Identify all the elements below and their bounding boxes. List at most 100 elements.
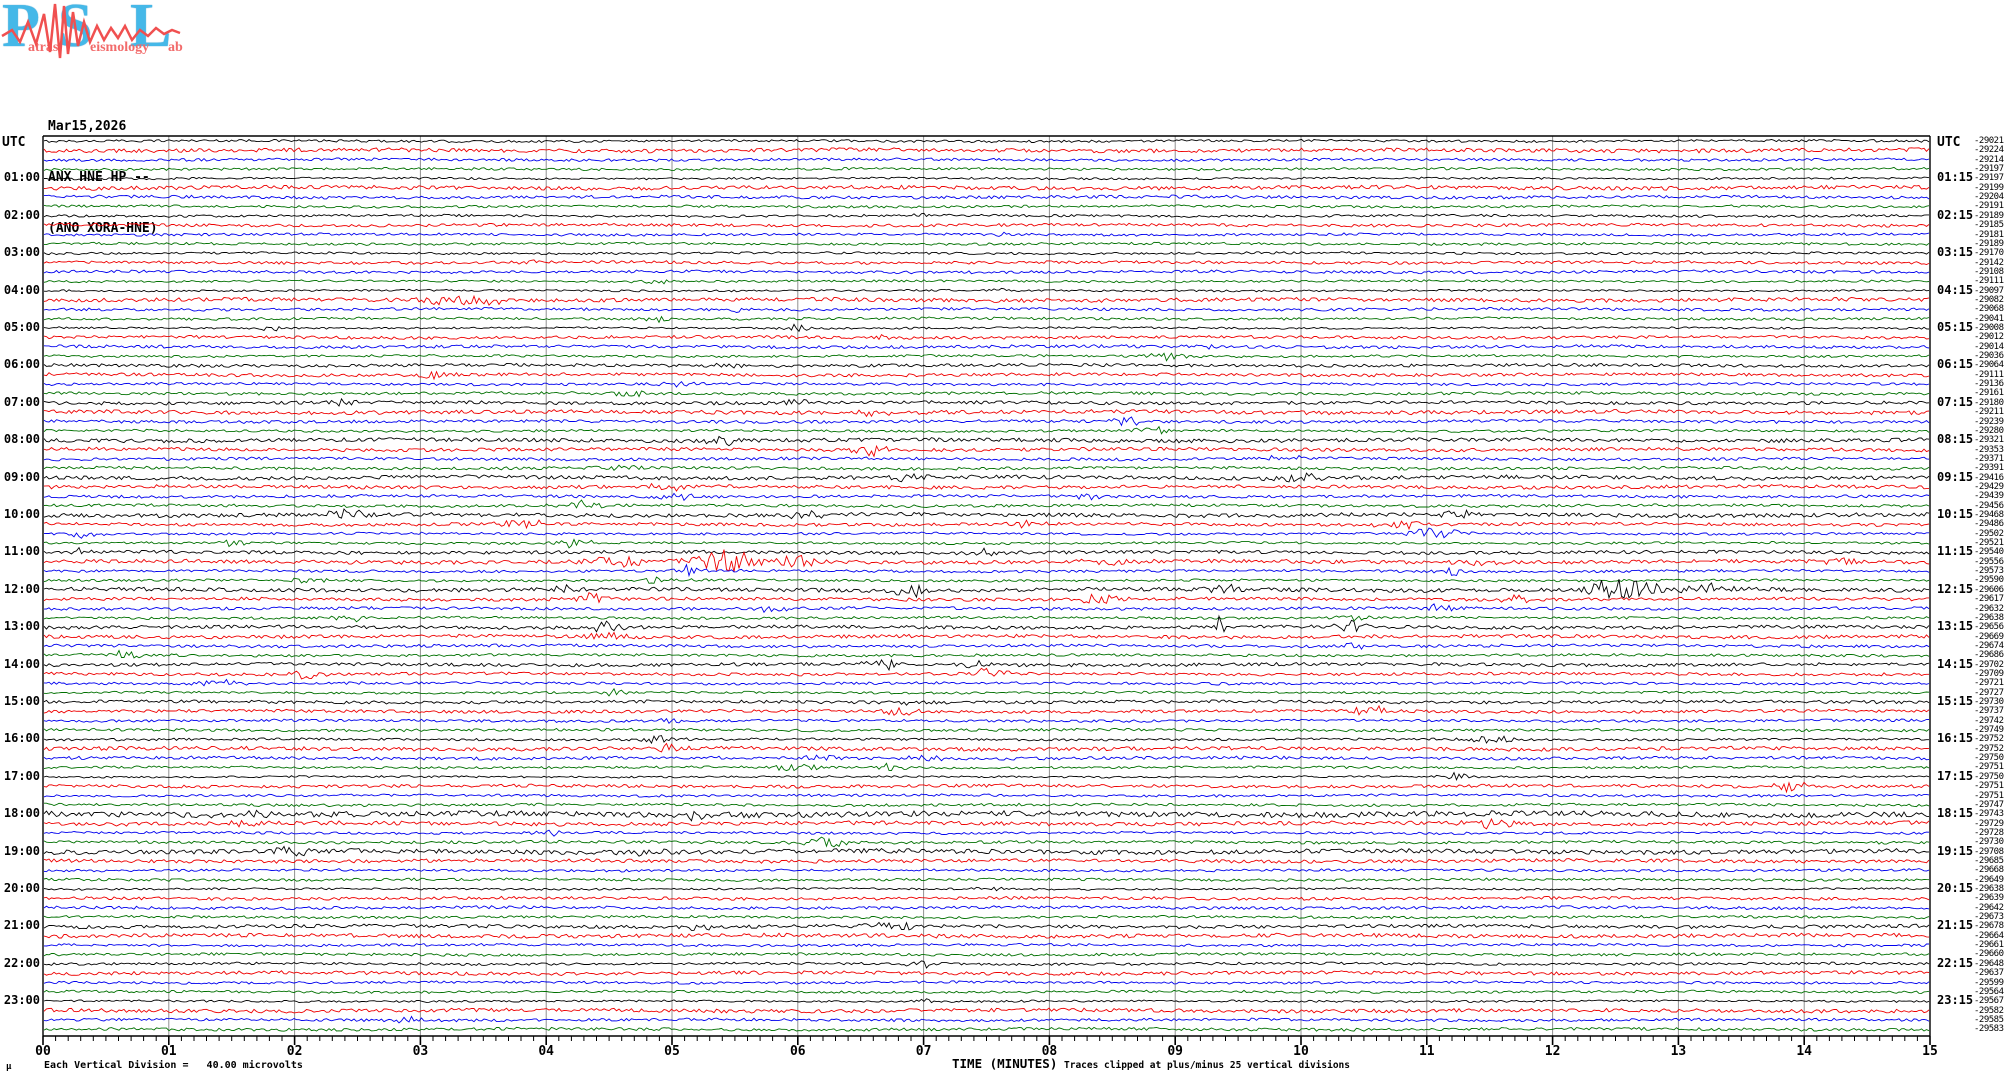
trace-mean-value: -29751 [1974,781,2004,792]
seismo-trace-row-51 [43,615,1930,623]
trace-mean-value: -29064 [1974,360,2004,371]
seismo-trace-row-39 [43,499,1930,509]
left-hour-label: 19:00 [3,843,40,858]
trace-mean-value: -29742 [1974,715,2004,726]
trace-mean-value: -29709 [1974,668,2004,679]
x-axis-tick-label: 02 [286,1044,303,1059]
trace-mean-value: -29617 [1974,594,2004,605]
trace-mean-value: -29674 [1974,640,2004,651]
logo-letter-p: P [2,0,40,60]
x-axis-title: TIME (MINUTES) [952,1056,1058,1071]
trace-mean-value: -29583 [1974,1024,2004,1035]
trace-mean-value: -29108 [1974,266,2004,277]
x-axis-tick-label: 00 [35,1044,51,1059]
x-axis-tick-label: 06 [789,1044,806,1059]
trace-mean-value: -29111 [1974,369,2004,380]
seismo-trace-row-79 [43,877,1930,882]
seismo-trace-row-87 [43,952,1930,957]
trace-mean-value: -29008 [1974,323,2004,333]
trace-mean-value: -29661 [1974,940,2004,951]
clip-note: Traces clipped at plus/minus 25 vertical… [1064,1060,1350,1071]
trace-mean-value: -29673 [1974,912,2004,923]
trace-mean-value: -29668 [1974,865,2004,876]
seismo-trace-row-26 [43,381,1930,388]
seismo-trace-row-41 [43,519,1930,531]
left-hour-label: 04:00 [3,282,40,297]
trace-mean-value: -29649 [1974,874,2004,885]
seismo-trace-row-20 [43,323,1930,333]
trace-mean-value: -29211 [1974,407,2004,418]
trace-mean-value: -29197 [1974,164,2004,175]
trace-mean-value: -29638 [1974,612,2004,623]
seismo-trace-row-71 [44,802,1930,808]
seismo-trace-row-9 [43,222,1930,228]
x-axis-tick-label: 04 [538,1044,555,1059]
left-hour-label: 18:00 [3,806,40,821]
trace-mean-value: -29751 [1974,790,2004,801]
seismo-trace-row-56 [43,658,1930,672]
right-hour-label: 10:15 [1937,507,1974,521]
seismo-trace-row-62 [43,717,1930,725]
trace-mean-value: -29582 [1974,1005,2004,1016]
seismo-trace-row-46 [43,563,1930,578]
seismo-trace-row-30 [43,416,1930,427]
seismo-trace-row-4 [44,176,1930,181]
trace-mean-value: -29012 [1974,332,2004,343]
seismo-trace-row-89 [43,970,1930,976]
trace-mean-value: -29142 [1974,257,2004,268]
seismo-trace-row-61 [43,704,1930,716]
seismo-trace-row-18 [43,306,1930,313]
seismo-trace-row-55 [43,649,1930,659]
x-axis-tick-label: 01 [160,1044,177,1059]
seismo-trace-row-50 [43,603,1930,614]
seismo-trace-row-59 [43,687,1930,697]
x-axis-tick-label: 07 [915,1044,932,1059]
trace-mean-value: -29639 [1974,893,2004,904]
trace-mean-value: -29170 [1974,248,2004,259]
right-hour-label: 04:15 [1937,282,1974,297]
trace-mean-value: -29161 [1974,388,2004,399]
seismo-trace-row-60 [43,699,1930,706]
trace-mean-value: -29727 [1974,687,2004,698]
trace-mean-value: -29456 [1974,500,2004,511]
right-hour-label: 01:15 [1937,170,1974,185]
seismo-trace-row-13 [43,259,1930,266]
trace-mean-value: -29573 [1974,566,2004,577]
trace-mean-value: -29439 [1974,491,2004,502]
seismo-trace-row-82 [43,905,1930,911]
trace-mean-value: -29747 [1974,799,2004,810]
seismo-trace-row-33 [43,444,1930,458]
trace-mean-value: -29599 [1974,977,2004,988]
seismo-trace-row-16 [43,287,1930,293]
trace-mean-value: -29197 [1974,173,2004,184]
trace-mean-value: -29371 [1974,453,2004,464]
trace-mean-value: -29702 [1974,659,2004,670]
trace-mean-value: -29752 [1974,743,2004,754]
left-hour-label: 11:00 [3,544,40,559]
seismo-trace-row-92 [43,998,1930,1004]
seismo-trace-row-54 [43,642,1930,651]
trace-mean-value: -29750 [1974,771,2004,782]
right-hour-label: 17:15 [1937,768,1974,783]
x-axis-tick-label: 13 [1670,1044,1687,1059]
right-hour-label: 18:15 [1937,806,1974,821]
seismo-trace-row-93 [43,1007,1930,1014]
right-hour-label: 09:15 [1937,469,1974,484]
left-hour-label: 09:00 [3,469,40,484]
trace-mean-value: -29041 [1974,313,2004,324]
seismo-trace-row-11 [44,241,1930,246]
seismo-trace-row-70 [43,793,1930,798]
trace-mean-value: -29321 [1974,435,2004,446]
trace-mean-value: -29752 [1974,734,2004,745]
trace-mean-value: -29014 [1974,341,2004,352]
trace-mean-value: -29082 [1974,294,2004,305]
seismo-trace-row-40 [43,508,1930,520]
left-hour-label: 10:00 [3,507,40,521]
x-axis-tick-label: 15 [1922,1044,1938,1059]
trace-mean-value: -29185 [1974,220,2004,231]
trace-mean-value: -29729 [1974,818,2004,829]
seismo-trace-row-15 [43,279,1930,285]
seismo-trace-row-42 [43,527,1929,539]
